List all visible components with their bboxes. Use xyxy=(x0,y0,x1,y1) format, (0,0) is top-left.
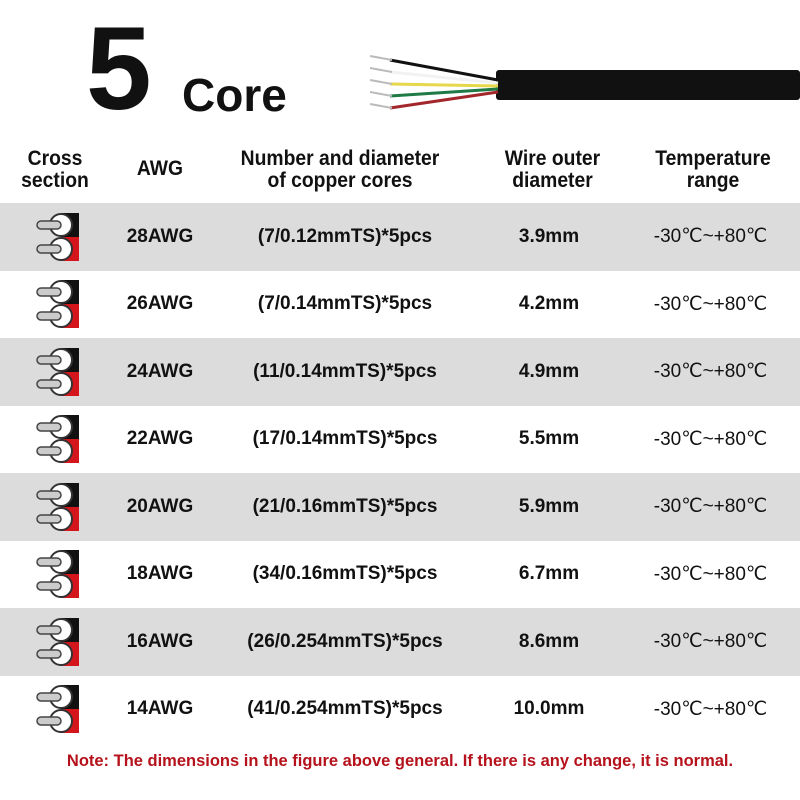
cores-cell: (11/0.14mmTS)*5pcs xyxy=(253,360,437,382)
cable-image xyxy=(369,55,800,110)
wire-core xyxy=(389,82,499,88)
awg-cell: 24AWG xyxy=(126,360,194,382)
awg-cell: 26AWG xyxy=(126,293,194,315)
diameter-cell: 4.9mm xyxy=(518,360,580,382)
header-line: section xyxy=(21,169,89,192)
temperature-cell: -30℃~+80℃ xyxy=(653,226,768,248)
header-line: Temperature xyxy=(655,147,771,170)
cores-cell: (7/0.12mmTS)*5pcs xyxy=(257,225,433,247)
temperature-cell: -30℃~+80℃ xyxy=(653,631,768,653)
title-word: Core xyxy=(182,69,287,121)
header-line: diameter xyxy=(512,169,593,192)
wire-strand xyxy=(369,55,393,61)
table-row: 20AWG (21/0.16mmTS)*5pcs 5.9mm -30℃~+80℃ xyxy=(0,473,800,541)
header-line: Number and diameter xyxy=(240,147,440,170)
diameter-cell: 3.9mm xyxy=(518,225,580,247)
cores-cell: (7/0.14mmTS)*5pcs xyxy=(257,293,433,315)
wire-strand xyxy=(369,67,393,73)
cross-section-icon xyxy=(22,473,92,541)
header-line: range xyxy=(686,169,740,192)
cores-cell: (34/0.16mmTS)*5pcs xyxy=(252,563,438,585)
cross-section-icon xyxy=(22,676,92,744)
diameter-cell: 5.5mm xyxy=(518,428,580,450)
temperature-cell: -30℃~+80℃ xyxy=(653,293,768,315)
wire-core xyxy=(389,90,499,110)
header-line: Wire outer xyxy=(504,147,601,170)
cores-cell: (21/0.16mmTS)*5pcs xyxy=(252,495,438,517)
diameter-cell: 4.2mm xyxy=(518,293,580,315)
header-diameter: Wire outer diameter xyxy=(486,148,619,192)
wire-core xyxy=(389,58,499,82)
header-temperature: Temperature range xyxy=(635,148,791,192)
cores-cell: (41/0.254mmTS)*5pcs xyxy=(247,698,443,720)
awg-cell: 14AWG xyxy=(126,698,194,720)
wire-strand xyxy=(369,91,393,97)
wire-core xyxy=(389,70,499,85)
table-row: 18AWG (34/0.16mmTS)*5pcs 6.7mm -30℃~+80℃ xyxy=(0,541,800,609)
temperature-cell: -30℃~+80℃ xyxy=(653,563,768,585)
diameter-cell: 10.0mm xyxy=(513,698,585,720)
cross-section-icon xyxy=(22,406,92,474)
cross-section-icon xyxy=(22,608,92,676)
table-row: 16AWG (26/0.254mmTS)*5pcs 8.6mm -30℃~+80… xyxy=(0,608,800,676)
temperature-cell: -30℃~+80℃ xyxy=(653,698,768,720)
table-row: 28AWG (7/0.12mmTS)*5pcs 3.9mm -30℃~+80℃ xyxy=(0,203,800,271)
wire-strand xyxy=(369,103,393,109)
note-text: Note: The dimensions in the figure above… xyxy=(66,751,734,770)
header-awg: AWG xyxy=(136,157,184,180)
diameter-cell: 6.7mm xyxy=(518,563,580,585)
header-cores: Number and diameter of copper cores xyxy=(211,148,469,192)
awg-cell: 28AWG xyxy=(126,225,194,247)
title-number: 5 xyxy=(86,3,152,135)
cross-section-icon xyxy=(22,541,92,609)
wire-strand xyxy=(369,79,393,85)
cross-section-icon xyxy=(22,203,92,271)
temperature-cell: -30℃~+80℃ xyxy=(653,428,768,450)
awg-cell: 20AWG xyxy=(126,495,194,517)
cores-cell: (17/0.14mmTS)*5pcs xyxy=(252,428,438,450)
diameter-cell: 8.6mm xyxy=(518,630,580,652)
table-row: 14AWG (41/0.254mmTS)*5pcs 10.0mm -30℃~+8… xyxy=(0,676,800,744)
cross-section-icon xyxy=(22,271,92,339)
awg-cell: 22AWG xyxy=(126,428,194,450)
temperature-cell: -30℃~+80℃ xyxy=(653,496,768,518)
diameter-cell: 5.9mm xyxy=(518,495,580,517)
table-row: 22AWG (17/0.14mmTS)*5pcs 5.5mm -30℃~+80℃ xyxy=(0,406,800,474)
wire-core xyxy=(389,87,499,98)
awg-cell: 16AWG xyxy=(126,630,194,652)
table-row: 24AWG (11/0.14mmTS)*5pcs 4.9mm -30℃~+80℃ xyxy=(0,338,800,406)
table-row: 26AWG (7/0.14mmTS)*5pcs 4.2mm -30℃~+80℃ xyxy=(0,271,800,339)
awg-cell: 18AWG xyxy=(126,563,194,585)
cable-jacket xyxy=(496,70,800,100)
header-line: Cross xyxy=(27,147,83,170)
header-line: of copper cores xyxy=(267,169,413,192)
temperature-cell: -30℃~+80℃ xyxy=(653,361,768,383)
header-cross-section: Cross section xyxy=(14,148,97,192)
cross-section-icon xyxy=(22,338,92,406)
cores-cell: (26/0.254mmTS)*5pcs xyxy=(247,630,443,652)
